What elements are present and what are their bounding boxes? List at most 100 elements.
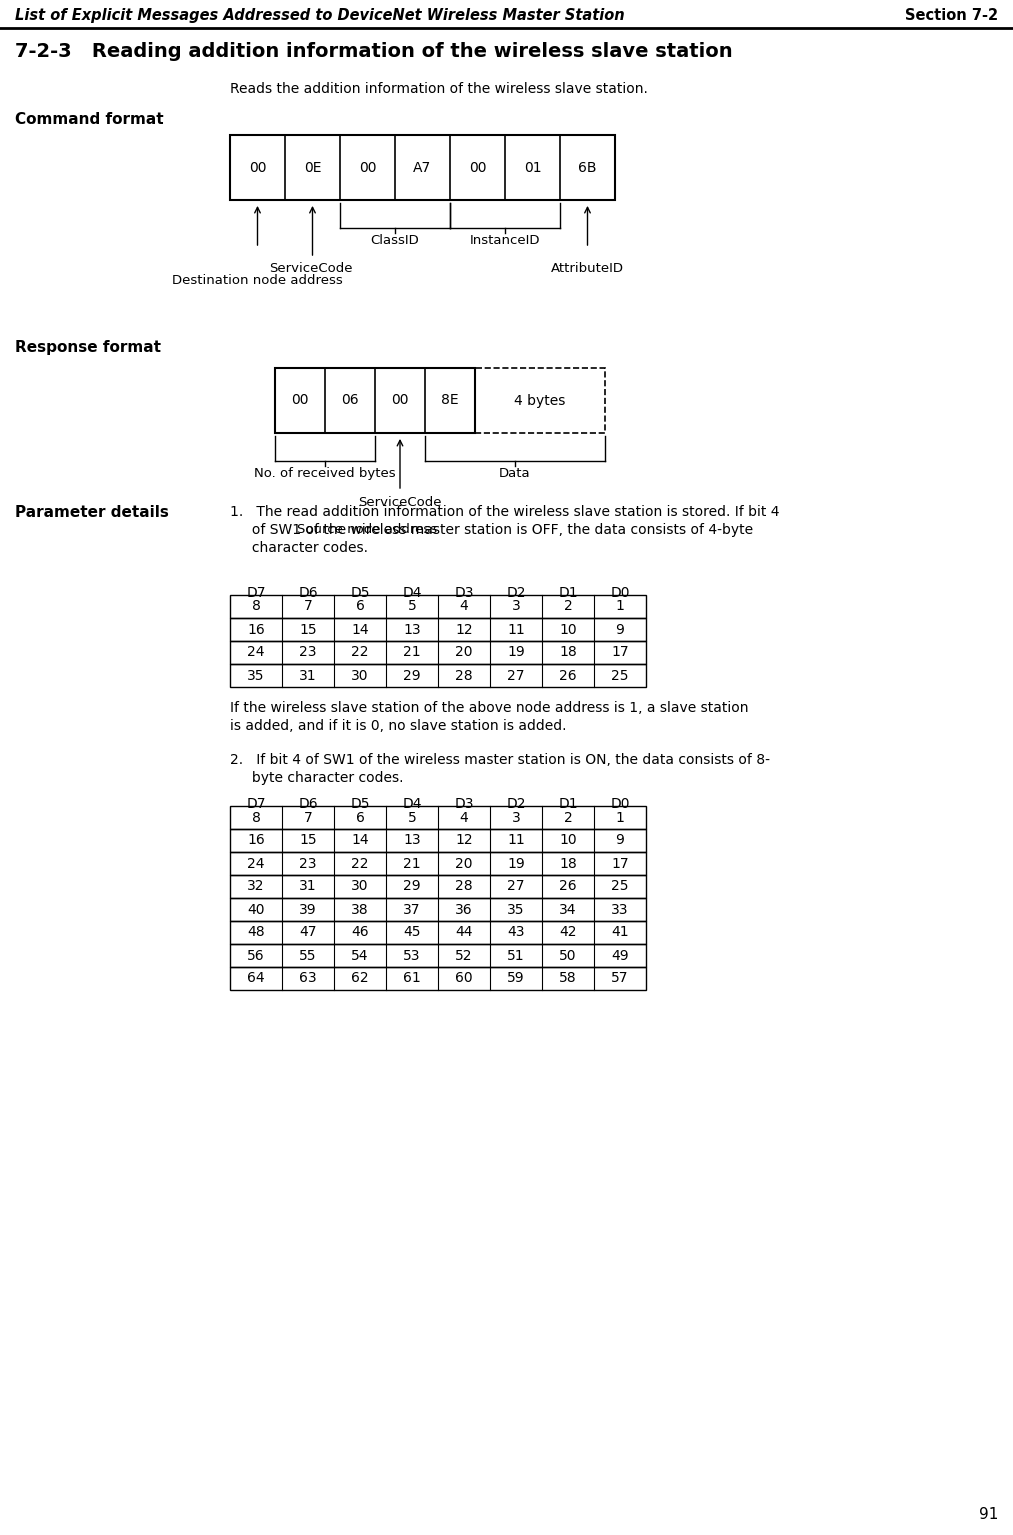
Text: 2: 2 (563, 600, 572, 614)
Text: 22: 22 (352, 857, 369, 870)
Text: 8E: 8E (442, 393, 459, 407)
Text: 25: 25 (611, 880, 629, 893)
Text: No. of received bytes: No. of received bytes (254, 467, 396, 480)
Text: 3: 3 (512, 600, 521, 614)
Text: 7: 7 (304, 600, 312, 614)
Text: Section 7-2: Section 7-2 (905, 8, 998, 23)
Text: character codes.: character codes. (230, 540, 368, 556)
Text: 41: 41 (611, 926, 629, 939)
Text: 45: 45 (403, 926, 420, 939)
Bar (230, 944, 646, 967)
Text: Command format: Command format (15, 112, 164, 127)
Text: 40: 40 (247, 903, 264, 916)
Text: 31: 31 (299, 669, 317, 683)
Text: 16: 16 (247, 623, 264, 637)
Text: 60: 60 (455, 972, 473, 985)
Text: 27: 27 (508, 880, 525, 893)
Text: of SW1 of the wireless master station is OFF, the data consists of 4-byte: of SW1 of the wireless master station is… (230, 523, 753, 537)
Text: 11: 11 (508, 623, 525, 637)
Text: 64: 64 (247, 972, 264, 985)
Text: 11: 11 (508, 834, 525, 847)
Text: 15: 15 (299, 834, 317, 847)
Text: 14: 14 (352, 834, 369, 847)
Text: 21: 21 (403, 857, 420, 870)
Text: 34: 34 (559, 903, 576, 916)
Text: 47: 47 (299, 926, 317, 939)
Text: 62: 62 (352, 972, 369, 985)
Text: 01: 01 (524, 161, 541, 175)
Text: 53: 53 (403, 949, 420, 962)
Bar (230, 875, 646, 898)
Text: byte character codes.: byte character codes. (230, 771, 403, 784)
Text: 30: 30 (352, 669, 369, 683)
Text: 21: 21 (403, 646, 420, 660)
Text: 25: 25 (611, 669, 629, 683)
Text: 1.   The read addition information of the wireless slave station is stored. If b: 1. The read addition information of the … (230, 505, 779, 519)
Text: 55: 55 (299, 949, 317, 962)
Text: 29: 29 (403, 880, 420, 893)
Text: 1: 1 (616, 810, 624, 824)
Text: 31: 31 (299, 880, 317, 893)
Text: 59: 59 (508, 972, 525, 985)
Text: 9: 9 (616, 834, 624, 847)
Text: 10: 10 (559, 623, 576, 637)
Bar (230, 921, 646, 944)
Bar (230, 665, 646, 688)
Text: 35: 35 (247, 669, 264, 683)
Text: D2: D2 (506, 797, 526, 810)
Bar (275, 368, 475, 433)
Text: D3: D3 (454, 586, 474, 600)
Text: 6: 6 (356, 600, 365, 614)
Text: 5: 5 (407, 810, 416, 824)
Text: 51: 51 (508, 949, 525, 962)
Text: D4: D4 (402, 797, 421, 810)
Text: D0: D0 (610, 586, 630, 600)
Bar (230, 898, 646, 921)
Text: 23: 23 (299, 646, 317, 660)
Text: 00: 00 (249, 161, 266, 175)
Text: 00: 00 (292, 393, 309, 407)
Text: 38: 38 (352, 903, 369, 916)
Text: 06: 06 (341, 393, 359, 407)
Text: 13: 13 (403, 623, 420, 637)
Text: 19: 19 (508, 857, 525, 870)
Text: 2: 2 (563, 810, 572, 824)
Text: 16: 16 (247, 834, 264, 847)
Text: D7: D7 (246, 586, 265, 600)
Text: 19: 19 (508, 646, 525, 660)
Text: 49: 49 (611, 949, 629, 962)
Bar (230, 852, 646, 875)
Text: 17: 17 (611, 646, 629, 660)
Text: D1: D1 (558, 586, 577, 600)
Bar (230, 642, 646, 665)
Text: D3: D3 (454, 797, 474, 810)
Text: 26: 26 (559, 880, 576, 893)
Text: 36: 36 (455, 903, 473, 916)
Text: 20: 20 (455, 646, 473, 660)
Text: 17: 17 (611, 857, 629, 870)
Text: 37: 37 (403, 903, 420, 916)
Text: 29: 29 (403, 669, 420, 683)
Text: 4: 4 (460, 600, 468, 614)
Text: 24: 24 (247, 857, 264, 870)
Text: 2.   If bit 4 of SW1 of the wireless master station is ON, the data consists of : 2. If bit 4 of SW1 of the wireless maste… (230, 754, 770, 768)
Text: 00: 00 (469, 161, 486, 175)
Text: 7-2-3   Reading addition information of the wireless slave station: 7-2-3 Reading addition information of th… (15, 41, 732, 61)
Text: 10: 10 (559, 834, 576, 847)
Text: ClassID: ClassID (371, 233, 419, 247)
Text: Source node address: Source node address (298, 523, 438, 536)
Text: Parameter details: Parameter details (15, 505, 169, 520)
Bar (230, 135, 615, 200)
Text: D2: D2 (506, 586, 526, 600)
Text: D4: D4 (402, 586, 421, 600)
Text: is added, and if it is 0, no slave station is added.: is added, and if it is 0, no slave stati… (230, 718, 566, 734)
Text: 0E: 0E (304, 161, 321, 175)
Bar (230, 806, 646, 829)
Text: 30: 30 (352, 880, 369, 893)
Text: 44: 44 (455, 926, 473, 939)
Text: 8: 8 (251, 810, 260, 824)
Text: 50: 50 (559, 949, 576, 962)
Text: 20: 20 (455, 857, 473, 870)
Text: 00: 00 (359, 161, 376, 175)
Text: 33: 33 (611, 903, 629, 916)
